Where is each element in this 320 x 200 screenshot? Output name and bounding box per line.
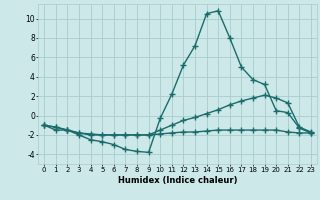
X-axis label: Humidex (Indice chaleur): Humidex (Indice chaleur) [118,176,237,185]
